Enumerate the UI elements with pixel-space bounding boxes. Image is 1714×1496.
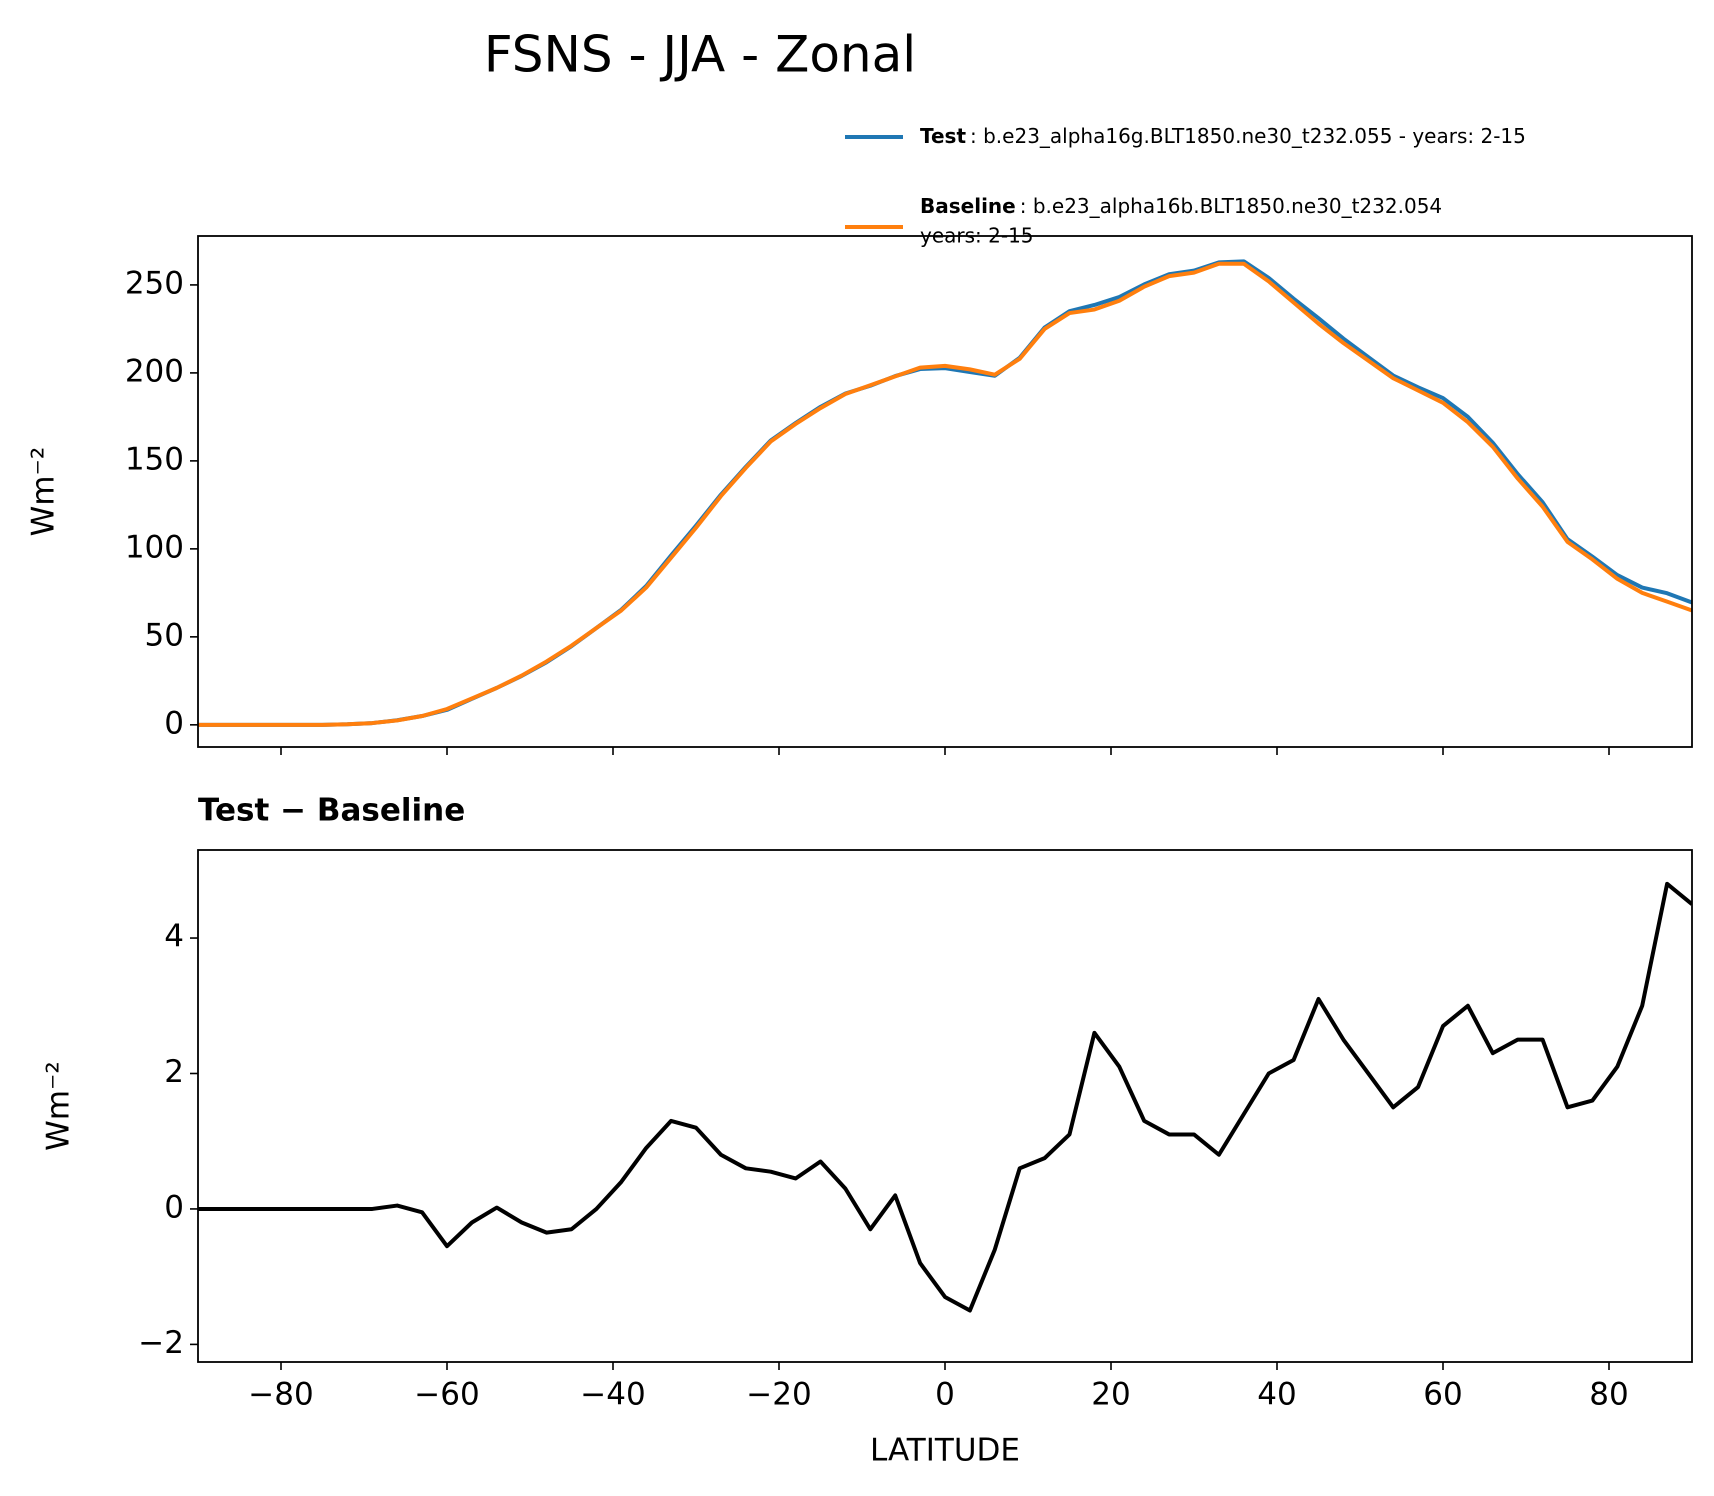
series-line bbox=[198, 261, 1692, 727]
y-axis-label: Wm⁻² bbox=[41, 1061, 77, 1151]
series-line bbox=[198, 881, 1692, 1313]
legend-text: years: 2-15 bbox=[920, 224, 1034, 248]
y-tick-label: −2 bbox=[138, 1325, 184, 1361]
x-tick-label: −20 bbox=[746, 1377, 811, 1413]
axes-frame bbox=[197, 849, 1693, 1363]
series-line bbox=[198, 259, 1692, 727]
y-tick-label: 0 bbox=[164, 705, 184, 741]
legend-text: : b.e23_alpha16b.BLT1850.ne30_t232.054 bbox=[1020, 194, 1442, 218]
y-tick-label: 50 bbox=[145, 617, 184, 653]
legend-name: Test bbox=[920, 124, 966, 148]
y-axis-label: Wm⁻² bbox=[26, 447, 62, 537]
y-tick-label: 0 bbox=[164, 1189, 184, 1225]
legend-entry: Baseline: b.e23_alpha16b.BLT1850.ne30_t2… bbox=[920, 194, 1442, 218]
axes-frame bbox=[197, 235, 1693, 748]
panel-title: Test − Baseline bbox=[198, 793, 465, 829]
x-tick-label: 20 bbox=[1091, 1377, 1130, 1413]
x-tick-label: 0 bbox=[935, 1377, 955, 1413]
x-axis-label: LATITUDE bbox=[870, 1433, 1020, 1469]
x-tick-label: −40 bbox=[580, 1377, 645, 1413]
y-tick-label: 100 bbox=[125, 529, 184, 565]
y-tick-label: 150 bbox=[125, 441, 184, 477]
x-tick-label: −80 bbox=[248, 1377, 313, 1413]
figure-title: FSNS - JJA - Zonal bbox=[484, 26, 916, 84]
x-tick-label: 40 bbox=[1257, 1377, 1296, 1413]
x-tick-label: 80 bbox=[1589, 1377, 1628, 1413]
legend-text: : b.e23_alpha16g.BLT1850.ne30_t232.055 -… bbox=[970, 124, 1526, 148]
x-tick-label: −60 bbox=[414, 1377, 479, 1413]
legend-entry: Test: b.e23_alpha16g.BLT1850.ne30_t232.0… bbox=[920, 124, 1526, 148]
legend-name: Baseline bbox=[920, 194, 1016, 218]
y-tick-label: 4 bbox=[164, 919, 184, 955]
x-tick-label: 60 bbox=[1423, 1377, 1462, 1413]
y-tick-label: 250 bbox=[125, 265, 184, 301]
y-tick-label: 2 bbox=[164, 1054, 184, 1090]
y-tick-label: 200 bbox=[125, 353, 184, 389]
